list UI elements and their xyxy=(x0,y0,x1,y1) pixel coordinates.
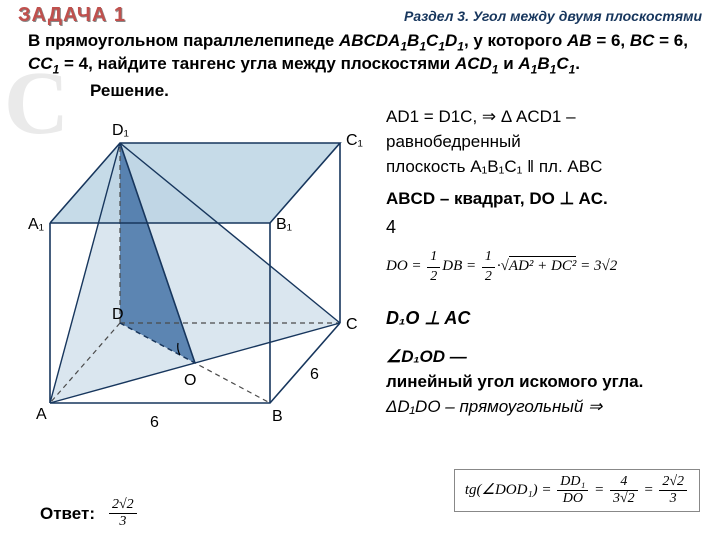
label-d1: D₁ xyxy=(112,122,129,139)
line-isosceles: равнобедренный xyxy=(386,131,720,153)
figure-parallelepiped: D₁ C₁ A₁ B₁ D C A B O 6 6 xyxy=(20,103,380,443)
answer-den: 3 xyxy=(109,514,137,530)
tg-f3-den: 3 xyxy=(659,491,687,507)
line-ad1-d1c: AD1 = D1C, ⇒ Δ ACD1 – xyxy=(386,106,720,128)
tg-f3-num: 2√2 xyxy=(659,474,687,491)
section-title: Раздел 3. Угол между двумя плоскостями xyxy=(404,8,702,24)
line-square: ABCD – квадрат, DO ⊥ AC. xyxy=(386,188,720,210)
label-b1: B₁ xyxy=(276,216,292,233)
label-b: B xyxy=(272,408,283,425)
answer-label: Ответ: xyxy=(40,504,95,524)
tg-label: tg(∠DOD₁) = xyxy=(465,482,552,498)
tg-f2-den: 3√2 xyxy=(610,491,638,507)
label-six-ab: 6 xyxy=(150,414,159,431)
main-area: D₁ C₁ A₁ B₁ D C A B O 6 6 AD1 = D1C, ⇒ Δ… xyxy=(0,103,720,443)
do-formula: DO = 12DB = 12·√AD² + DC² = 3√2 xyxy=(386,248,617,285)
answer-value: 2√23 xyxy=(107,497,139,530)
tg-f1-num: DD₁ xyxy=(557,474,588,491)
label-a: A xyxy=(36,406,47,423)
label-o: O xyxy=(184,372,196,389)
tg-f1-den: DO xyxy=(557,491,588,507)
label-six-bc: 6 xyxy=(310,366,319,383)
d1o-perp-ac: D₁O ⊥ AC xyxy=(386,307,720,330)
solution-label: Решение. xyxy=(0,81,720,103)
task-number: ЗАДАЧА 1 xyxy=(18,4,126,27)
angle-d1od: ∠D₁OD — xyxy=(386,346,720,368)
header: ЗАДАЧА 1 Раздел 3. Угол между двумя плос… xyxy=(0,0,720,29)
linear-angle: линейный угол искомого угла. xyxy=(386,371,720,393)
label-c: C xyxy=(346,316,358,333)
triangle-right: ΔD₁DO – прямоугольный ⇒ xyxy=(386,396,720,418)
label-four: 4 xyxy=(386,216,720,239)
problem-text: В прямоугольном параллелепипеде ABCDA1B1… xyxy=(0,29,720,81)
tg-formula-box: tg(∠DOD₁) = DD₁DO = 43√2 = 2√23 xyxy=(454,469,700,512)
label-d: D xyxy=(112,306,124,323)
line-plane-parallel: плоскость A₁B₁C₁ ‖ пл. ABC xyxy=(386,156,720,178)
label-c1: C₁ xyxy=(346,132,363,149)
answer-num: 2√2 xyxy=(109,497,137,514)
solution-text: AD1 = D1C, ⇒ Δ ACD1 – равнобедренный пло… xyxy=(380,103,720,443)
tg-f2-num: 4 xyxy=(610,474,638,491)
label-a1: A₁ xyxy=(28,216,44,233)
